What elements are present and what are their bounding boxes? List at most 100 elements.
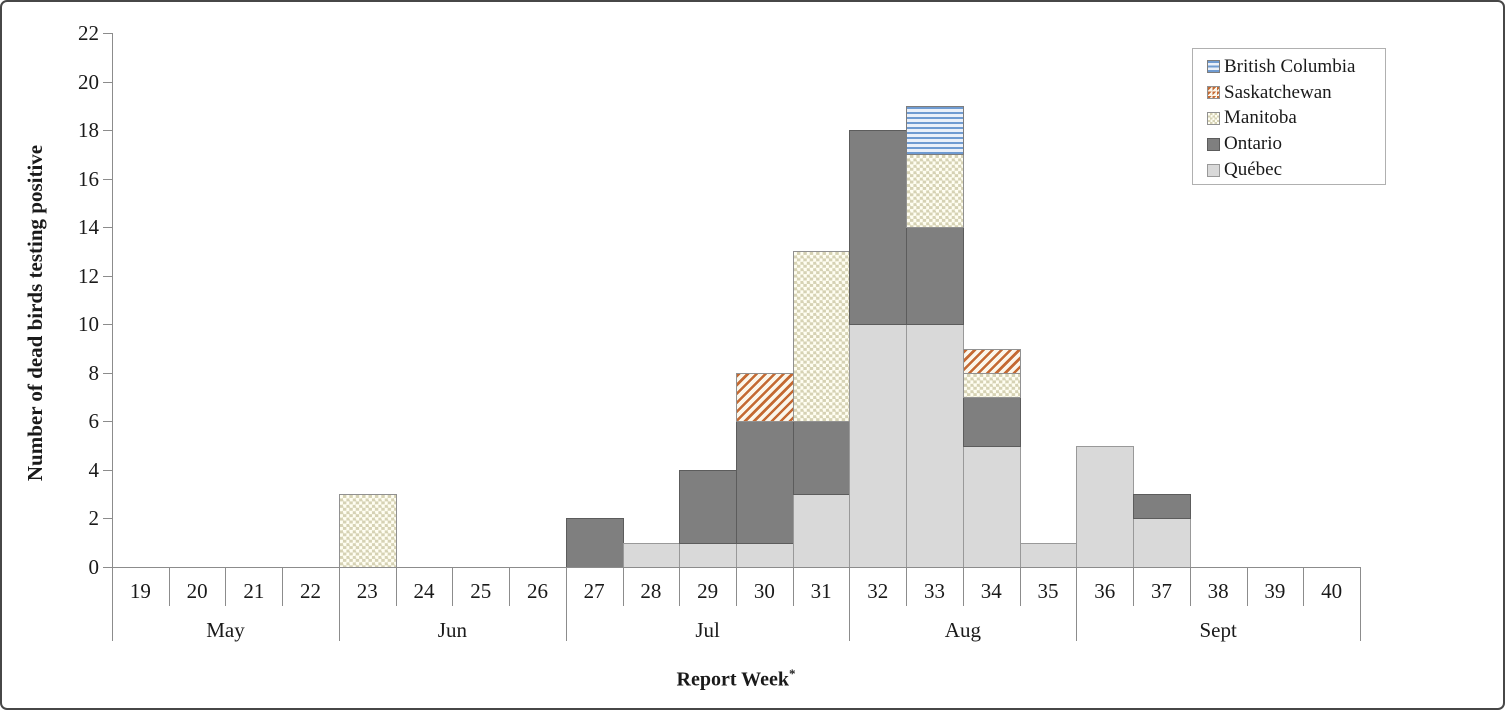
bar-segment-quebec-week-28 bbox=[622, 542, 681, 568]
x-axis-title-text: Report Week bbox=[676, 668, 789, 691]
week-tick-label: 24 bbox=[413, 579, 435, 603]
week-tick-label: 28 bbox=[640, 579, 662, 603]
legend-item-manitoba: Manitoba bbox=[1207, 106, 1385, 132]
week-tick-line bbox=[1019, 567, 1021, 606]
bar-segment-saskatchewan-week-30 bbox=[735, 372, 794, 423]
bar-segment-manitoba-week-34 bbox=[962, 372, 1021, 399]
y-axis-tick-label: 0 bbox=[88, 555, 100, 579]
quebec-swatch-icon bbox=[1207, 163, 1220, 177]
week-tick-label: 19 bbox=[129, 579, 151, 603]
week-tick-label: 30 bbox=[753, 579, 775, 603]
week-tick-line bbox=[282, 567, 284, 606]
y-axis-tick-label: 2 bbox=[88, 506, 100, 531]
y-axis-tick bbox=[103, 130, 112, 132]
bar-segment-ontario-week-30 bbox=[735, 421, 794, 544]
ontario-swatch-icon bbox=[1207, 137, 1220, 151]
y-axis-tick-label: 14 bbox=[78, 215, 99, 240]
month-label-aug: Aug bbox=[944, 618, 981, 642]
week-tick-line bbox=[1189, 567, 1191, 606]
bar-segment-quebec-week-36 bbox=[1076, 445, 1135, 568]
y-axis-tick bbox=[103, 421, 112, 423]
month-divider-line bbox=[112, 567, 113, 641]
y-axis-tick-label: 10 bbox=[78, 312, 99, 337]
bar-segment-british-columbia-week-33 bbox=[906, 105, 964, 156]
bar-segment-quebec-week-30 bbox=[735, 542, 794, 568]
week-tick-line bbox=[1246, 567, 1248, 606]
bar-segment-saskatchewan-week-34 bbox=[962, 348, 1021, 374]
week-tick-label: 32 bbox=[867, 579, 889, 603]
month-divider-line bbox=[338, 567, 340, 641]
y-axis-tick-label: 12 bbox=[78, 263, 99, 288]
y-axis-tick bbox=[103, 33, 112, 34]
bar-segment-ontario-week-27 bbox=[565, 518, 624, 568]
bar-segment-quebec-week-31 bbox=[792, 494, 851, 568]
y-axis-tick-label: 22 bbox=[78, 21, 99, 45]
y-axis-tick bbox=[103, 469, 112, 471]
week-tick-label: 21 bbox=[243, 579, 265, 603]
legend: British Columbia Saskatchewan Manitoba Onta… bbox=[1192, 48, 1386, 185]
week-tick-line bbox=[225, 567, 227, 606]
week-tick-label: 36 bbox=[1094, 579, 1116, 603]
week-tick-label: 35 bbox=[1037, 579, 1059, 603]
month-label-sept: Sept bbox=[1199, 618, 1237, 642]
bar-segment-manitoba-week-31 bbox=[792, 251, 851, 423]
month-divider-line bbox=[1359, 567, 1361, 641]
week-tick-line bbox=[735, 567, 737, 606]
month-divider-line bbox=[1076, 567, 1078, 641]
bar-segment-quebec-week-32 bbox=[849, 324, 908, 568]
bar-segment-manitoba-week-23 bbox=[338, 494, 397, 568]
week-tick-label: 25 bbox=[470, 579, 492, 603]
week-tick-line bbox=[452, 567, 454, 606]
x-axis-title: Report Week* bbox=[112, 666, 1360, 692]
legend-item-ontario: Ontario bbox=[1207, 131, 1385, 157]
week-tick-label: 27 bbox=[583, 579, 605, 603]
week-tick-line bbox=[792, 567, 794, 606]
bar-segment-quebec-week-37 bbox=[1133, 518, 1191, 568]
week-tick-label: 33 bbox=[924, 579, 946, 603]
week-tick-line bbox=[1303, 567, 1305, 606]
y-axis-tick bbox=[103, 567, 112, 568]
y-axis-tick-label: 20 bbox=[78, 69, 99, 94]
y-axis-tick bbox=[103, 518, 112, 520]
legend-label-saskatchewan: Saskatchewan bbox=[1224, 81, 1332, 103]
y-axis-tick-label: 16 bbox=[78, 166, 99, 191]
week-tick-label: 26 bbox=[526, 579, 548, 603]
bar-segment-ontario-week-31 bbox=[792, 421, 851, 496]
week-tick-label: 37 bbox=[1150, 579, 1172, 603]
british-columbia-swatch-icon bbox=[1207, 60, 1220, 74]
week-tick-line bbox=[906, 567, 908, 606]
legend-label-ontario: Ontario bbox=[1224, 133, 1283, 155]
saskatchewan-swatch-icon bbox=[1207, 86, 1220, 100]
week-tick-label: 31 bbox=[810, 579, 832, 603]
month-divider-line bbox=[565, 567, 567, 641]
y-axis-tick bbox=[103, 178, 112, 180]
week-tick-label: 23 bbox=[356, 579, 378, 603]
month-label-jul: Jul bbox=[695, 618, 720, 642]
y-axis-line bbox=[112, 33, 113, 641]
month-label-jun: Jun bbox=[437, 618, 467, 642]
manitoba-swatch-icon bbox=[1207, 111, 1220, 125]
bar-segment-quebec-week-33 bbox=[906, 324, 964, 568]
week-tick-label: 34 bbox=[980, 579, 1002, 603]
bar-segment-ontario-week-32 bbox=[849, 130, 908, 326]
week-tick-label: 40 bbox=[1321, 579, 1343, 603]
month-divider-line bbox=[849, 567, 851, 641]
week-tick-label: 29 bbox=[697, 579, 719, 603]
bar-segment-ontario-week-29 bbox=[679, 469, 737, 544]
y-axis-tick-label: 8 bbox=[88, 360, 100, 385]
bar-segment-quebec-week-35 bbox=[1019, 542, 1078, 568]
week-tick-line bbox=[622, 567, 624, 606]
y-axis-tick bbox=[103, 372, 112, 374]
x-axis-title-footnote-marker: * bbox=[788, 666, 796, 681]
legend-item-quebec: Québec bbox=[1207, 157, 1385, 183]
week-tick-line bbox=[1133, 567, 1135, 606]
legend-item-british-columbia: British Columbia bbox=[1207, 54, 1385, 80]
legend-label-british-columbia: British Columbia bbox=[1224, 55, 1356, 77]
week-tick-line bbox=[962, 567, 964, 606]
week-tick-label: 20 bbox=[186, 579, 208, 603]
bar-segment-quebec-week-29 bbox=[679, 542, 737, 568]
y-axis-tick bbox=[103, 275, 112, 277]
week-tick-line bbox=[509, 567, 511, 606]
week-tick-label: 38 bbox=[1207, 579, 1229, 603]
